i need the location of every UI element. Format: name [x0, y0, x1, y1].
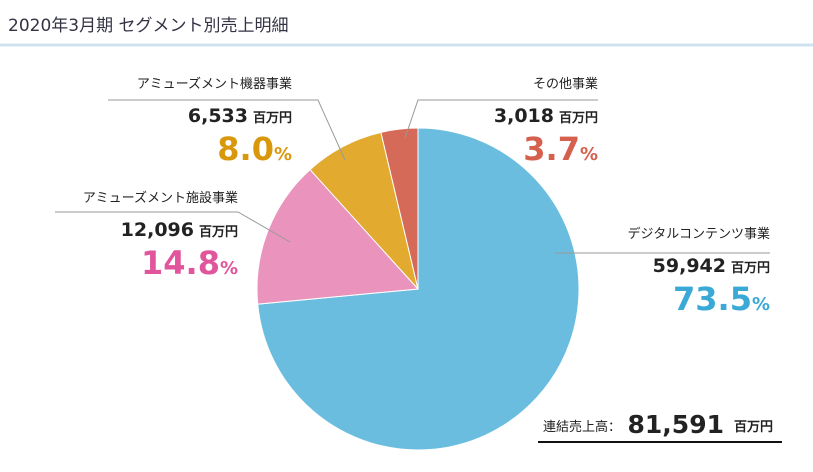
- percent-value: 8.0: [217, 130, 274, 168]
- amount-value: 59,942: [653, 255, 726, 277]
- segment-amount: 12,096 百万円: [121, 219, 238, 241]
- leader-line: [55, 211, 291, 243]
- total-value: 81,591: [628, 410, 724, 439]
- amount-unit: 百万円: [559, 111, 598, 126]
- amount-unit: 百万円: [253, 111, 292, 126]
- amount-value: 3,018: [494, 105, 554, 127]
- leader-line: [404, 99, 598, 139]
- segment-percent: 3.7%: [523, 130, 598, 168]
- chart-title: 2020年3月期 セグメント別売上明細: [8, 16, 288, 36]
- segment-name: デジタルコンテンツ事業: [628, 226, 770, 242]
- pie-slice: [256, 168, 420, 305]
- amount-unit: 百万円: [731, 261, 770, 276]
- segment-percent: 14.8%: [141, 244, 238, 282]
- segment-amount: 3,018 百万円: [494, 105, 598, 127]
- percent-unit: %: [580, 144, 598, 165]
- amount-unit: 百万円: [199, 225, 238, 240]
- percent-unit: %: [274, 144, 292, 165]
- segment-amount: 6,533 百万円: [188, 105, 292, 127]
- total-label: 連結売上高：: [543, 419, 621, 435]
- percent-unit: %: [220, 258, 238, 279]
- percent-value: 3.7: [523, 130, 580, 168]
- total-unit: 百万円: [734, 420, 773, 435]
- segment-percent: 8.0%: [217, 130, 292, 168]
- leader-line: [108, 99, 346, 161]
- percent-value: 73.5: [673, 280, 752, 318]
- amount-value: 6,533: [188, 105, 248, 127]
- percent-value: 14.8: [141, 244, 220, 282]
- segment-name: アミューズメント施設事業: [83, 190, 238, 206]
- segment-name: アミューズメント機器事業: [137, 76, 292, 92]
- pie-slice: [380, 127, 419, 290]
- segment-percent: 73.5%: [673, 280, 770, 318]
- amount-value: 12,096: [121, 219, 194, 241]
- segment-amount: 59,942 百万円: [653, 255, 770, 277]
- segment-name: その他事業: [533, 76, 598, 92]
- percent-unit: %: [752, 294, 770, 315]
